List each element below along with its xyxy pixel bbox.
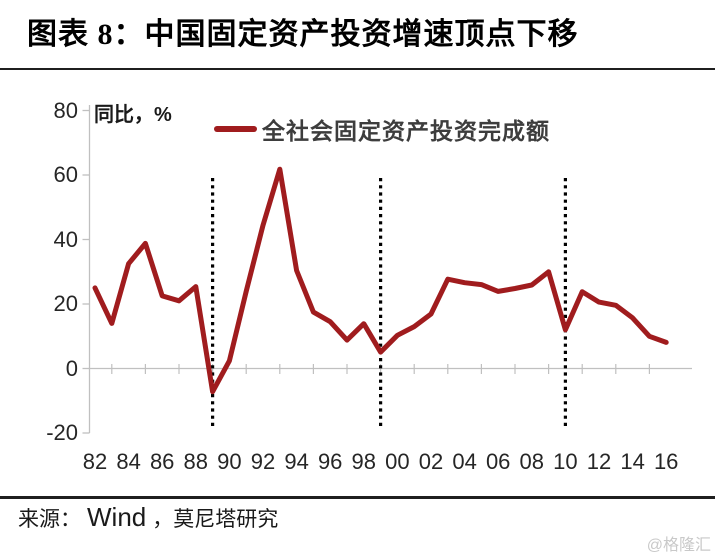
- footer-divider: [0, 496, 715, 499]
- x-axis-tick-label: 88: [183, 449, 209, 474]
- x-axis-tick-label: 12: [586, 449, 612, 474]
- x-axis-tick-label: 08: [519, 449, 545, 474]
- x-axis-tick-label: 84: [116, 449, 141, 474]
- x-axis-tick-label: 02: [418, 449, 444, 474]
- source-text: 来源： Wind ，莫尼塔研究: [18, 502, 278, 533]
- legend-line-swatch-icon: [214, 126, 257, 132]
- y-axis-tick-label: 40: [53, 226, 78, 252]
- x-axis-tick-label: 96: [317, 449, 343, 474]
- x-axis-tick-label: 06: [485, 449, 511, 474]
- x-axis-tick-label: 90: [217, 449, 242, 474]
- x-axis-tick-label: 92: [250, 449, 276, 474]
- watermark: @格隆汇: [646, 537, 711, 554]
- source-prefix: 来源：: [18, 507, 81, 531]
- x-axis-tick-label: 98: [351, 449, 377, 474]
- y-axis-tick-label: 60: [53, 162, 78, 187]
- y-axis-tick-label: 20: [53, 291, 78, 316]
- source-vendor: Wind: [87, 502, 147, 532]
- y-axis-unit-label: 同比，%: [94, 104, 172, 126]
- x-axis-tick-label: 82: [82, 449, 108, 474]
- x-axis-tick-label: 86: [149, 449, 175, 474]
- legend-label: 全社会固定资产投资完成额: [262, 118, 550, 144]
- x-axis-tick-label: 16: [653, 449, 679, 474]
- x-axis-tick-label: 04: [452, 449, 477, 474]
- x-axis-tick-label: 14: [620, 449, 645, 474]
- source-suffix: ，莫尼塔研究: [152, 507, 279, 531]
- x-axis-tick-label: 10: [553, 449, 578, 474]
- figure-title: 图表 8：中国固定资产投资增速顶点下移: [27, 18, 579, 51]
- x-axis-tick-label: 94: [284, 449, 309, 474]
- series-line: [92, 166, 669, 395]
- y-axis-tick-label: -20: [46, 420, 78, 445]
- y-axis-tick-label: 80: [53, 97, 78, 123]
- x-axis-tick-label: 00: [385, 449, 410, 474]
- y-axis-tick-label: 0: [65, 355, 78, 381]
- legend: 全社会固定资产投资完成额: [214, 112, 550, 146]
- title-divider: [0, 68, 715, 70]
